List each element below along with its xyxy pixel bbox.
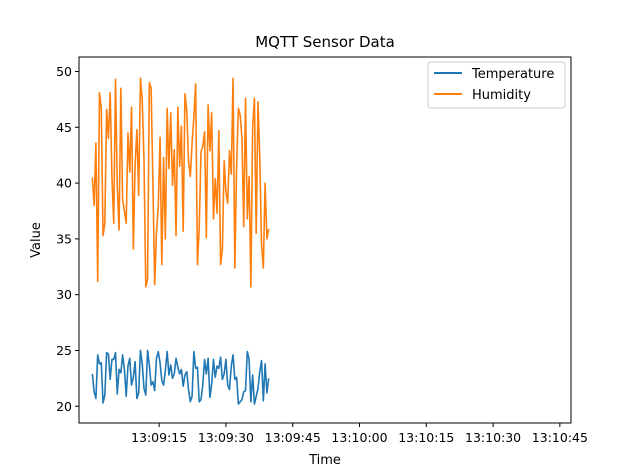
y-tick-label: 20 <box>56 399 72 414</box>
y-axis: 20 25 30 35 40 45 50 <box>56 64 79 414</box>
series-line-temperature <box>91 349 270 405</box>
legend-box <box>427 61 566 109</box>
y-tick-label: 30 <box>56 287 72 302</box>
x-tick-label: 13:09:30 <box>198 430 254 445</box>
x-axis: 13:09:15 13:09:30 13:09:45 13:10:00 13:10:15… <box>131 423 588 445</box>
y-tick-label: 50 <box>56 64 72 79</box>
plot-layer <box>91 77 270 405</box>
y-tick-label: 40 <box>56 176 72 191</box>
x-axis-title: Time <box>308 453 341 468</box>
x-tick-label: 13:10:30 <box>465 430 521 445</box>
y-tick-label: 45 <box>56 120 72 135</box>
x-tick-label: 13:10:45 <box>532 430 588 445</box>
x-tick-label: 13:09:15 <box>131 430 187 445</box>
x-tick-label: 13:09:45 <box>265 430 321 445</box>
legend-label-temperature: Temperature <box>471 67 554 82</box>
chart-title: MQTT Sensor Data <box>255 33 395 51</box>
legend-label-humidity: Humidity <box>472 88 531 103</box>
series-line-humidity <box>91 77 270 288</box>
x-tick-label: 13:10:00 <box>331 430 387 445</box>
y-tick-label: 25 <box>56 343 72 358</box>
y-axis-title: Value <box>29 222 44 258</box>
legend: Temperature Humidity <box>427 61 566 109</box>
x-tick-label: 13:10:15 <box>398 430 454 445</box>
y-tick-label: 35 <box>56 231 72 246</box>
plot-frame <box>78 56 572 424</box>
